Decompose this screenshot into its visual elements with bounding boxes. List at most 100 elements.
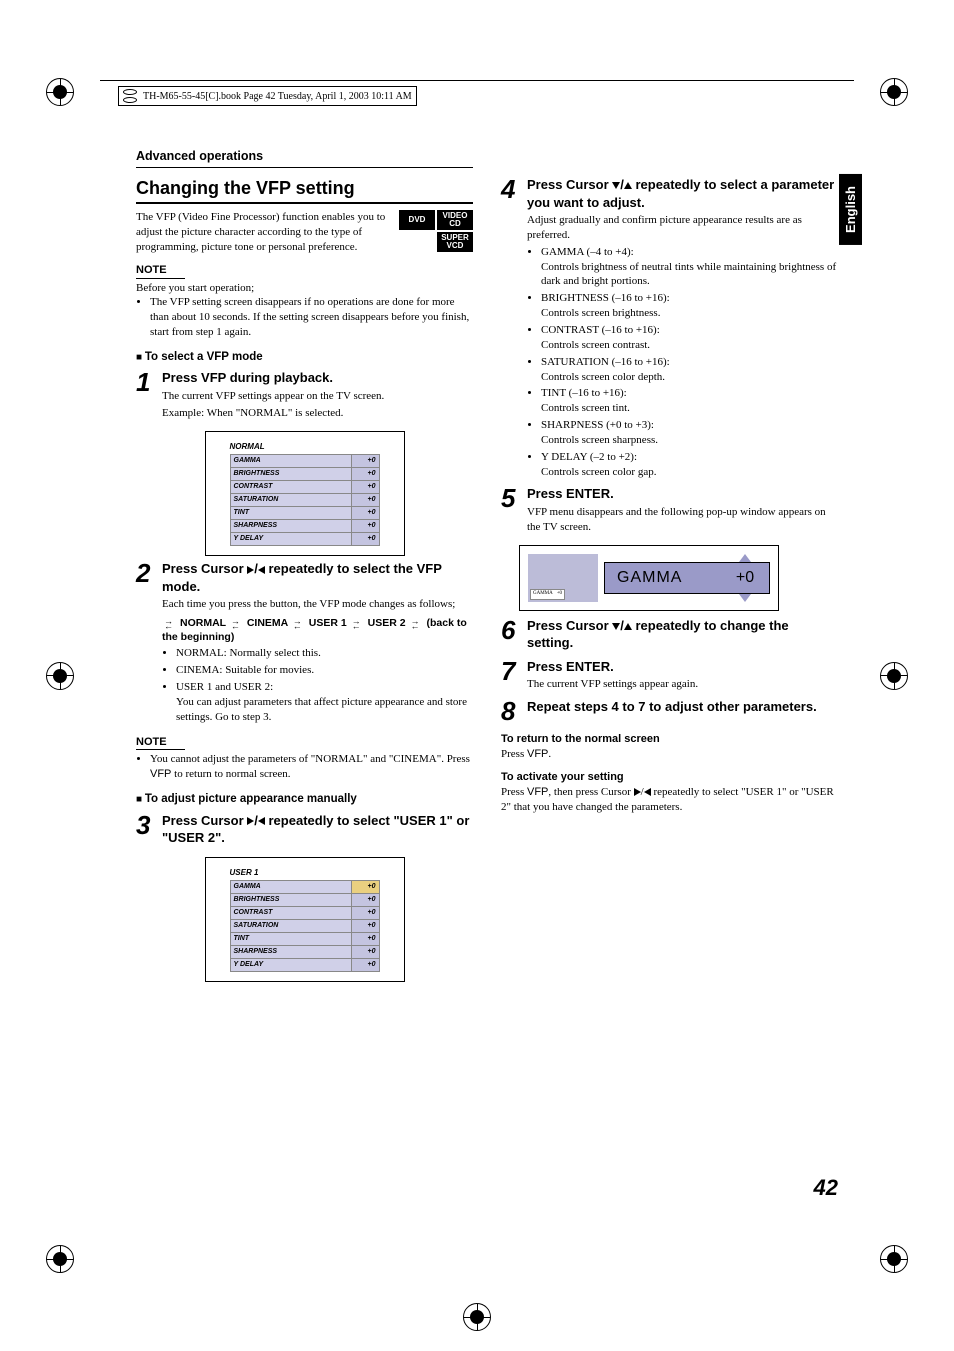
badge-svcd: SUPER VCD bbox=[437, 232, 473, 252]
page-top-rule bbox=[100, 80, 854, 81]
intro-text: The VFP (Video Fine Processor) function … bbox=[136, 210, 391, 255]
vfp-row: SATURATION+0 bbox=[230, 919, 380, 932]
note-before: Before you start operation; bbox=[136, 281, 473, 296]
step3-title: Press Cursor / repeatedly to select "USE… bbox=[162, 812, 473, 847]
step-number: 7 bbox=[501, 658, 521, 684]
down-arrow-icon bbox=[739, 594, 751, 602]
language-tab: English bbox=[839, 174, 862, 245]
gamma-value: +0 bbox=[721, 567, 769, 589]
step4-title: Press Cursor / repeatedly to select a pa… bbox=[527, 176, 838, 211]
vfp-row: BRIGHTNESS+0 bbox=[230, 893, 380, 906]
section-header: Advanced operations bbox=[136, 148, 473, 168]
sub-header-adjust-manual: To adjust picture appearance manually bbox=[136, 792, 473, 808]
step1-title: Press VFP during playback. bbox=[162, 369, 473, 387]
vfp-row: BRIGHTNESS+0 bbox=[230, 467, 380, 480]
step-number: 2 bbox=[136, 560, 156, 586]
step5-title: Press ENTER. bbox=[527, 485, 838, 503]
vfp-row: Y DELAY+0 bbox=[230, 532, 380, 545]
left-column: Advanced operations Changing the VFP set… bbox=[136, 148, 473, 986]
vfp-screen-title: USER 1 bbox=[230, 868, 380, 879]
step5-line1: VFP menu disappears and the following po… bbox=[527, 505, 838, 535]
cursor-left-icon bbox=[644, 788, 651, 796]
parameter-item: Y DELAY (–2 to +2):Controls screen color… bbox=[541, 450, 838, 480]
right-column: 4 Press Cursor / repeatedly to select a … bbox=[501, 148, 838, 986]
badge-dvd: DVD bbox=[399, 210, 435, 230]
vfp-mode-cycle: NORMAL CINEMA USER 1 USER 2 (back to the… bbox=[162, 616, 473, 644]
step-number: 1 bbox=[136, 369, 156, 395]
registration-mark bbox=[46, 1245, 74, 1273]
gamma-label: GAMMA bbox=[605, 567, 721, 589]
vfp-row: CONTRAST+0 bbox=[230, 906, 380, 919]
registration-mark bbox=[880, 78, 908, 106]
up-arrow-icon bbox=[739, 554, 751, 562]
mode-user: USER 1 and USER 2: You can adjust parame… bbox=[176, 680, 473, 725]
vfp-row: GAMMA+0 bbox=[230, 454, 380, 467]
step8-title: Repeat steps 4 to 7 to adjust other para… bbox=[527, 698, 838, 716]
cursor-right-icon bbox=[634, 788, 641, 796]
registration-mark bbox=[46, 78, 74, 106]
parameter-item: SATURATION (–16 to +16):Controls screen … bbox=[541, 355, 838, 385]
vfp-row: CONTRAST+0 bbox=[230, 480, 380, 493]
vfp-row: TINT+0 bbox=[230, 932, 380, 945]
step6-title: Press Cursor / repeatedly to change the … bbox=[527, 617, 838, 652]
book-label-text: TH-M65-55-45[C].book Page 42 Tuesday, Ap… bbox=[143, 91, 412, 102]
cursor-left-icon bbox=[258, 566, 265, 574]
cursor-up-icon bbox=[624, 182, 632, 189]
step-number: 4 bbox=[501, 176, 521, 202]
step7-title: Press ENTER. bbox=[527, 658, 838, 676]
vfp-row: SHARPNESS+0 bbox=[230, 519, 380, 532]
registration-mark bbox=[880, 662, 908, 690]
step-number: 5 bbox=[501, 485, 521, 511]
return-text: Press VFP. bbox=[501, 747, 838, 762]
disc-badges: DVD VIDEO CD SUPER VCD bbox=[399, 210, 473, 252]
gamma-mini-preview: GAMMA+0 bbox=[528, 554, 598, 602]
step-number: 8 bbox=[501, 698, 521, 724]
vfp-row: GAMMA+0 bbox=[230, 880, 380, 893]
badge-videocd: VIDEO CD bbox=[437, 210, 473, 230]
step4-line1: Adjust gradually and confirm picture app… bbox=[527, 213, 838, 243]
parameter-item: CONTRAST (–16 to +16):Controls screen co… bbox=[541, 323, 838, 353]
cursor-down-icon bbox=[612, 623, 620, 630]
cursor-left-icon bbox=[258, 817, 265, 825]
step-number: 6 bbox=[501, 617, 521, 643]
note-header: NOTE bbox=[136, 263, 185, 279]
vfp-row: SATURATION+0 bbox=[230, 493, 380, 506]
vfp-row: SHARPNESS+0 bbox=[230, 945, 380, 958]
cursor-down-icon bbox=[612, 182, 620, 189]
step7-line1: The current VFP settings appear again. bbox=[527, 677, 838, 692]
step1-line1: The current VFP settings appear on the T… bbox=[162, 389, 473, 404]
note-header: NOTE bbox=[136, 735, 185, 751]
gamma-bar: GAMMA +0 bbox=[604, 562, 770, 594]
parameter-item: BRIGHTNESS (–16 to +16):Controls screen … bbox=[541, 291, 838, 321]
parameter-item: SHARPNESS (+0 to +3):Controls screen sha… bbox=[541, 418, 838, 448]
activate-header: To activate your setting bbox=[501, 770, 838, 785]
page-number: 42 bbox=[814, 1175, 838, 1201]
vfp-row: Y DELAY+0 bbox=[230, 958, 380, 971]
note2-bullet: You cannot adjust the parameters of "NOR… bbox=[150, 752, 473, 782]
registration-mark bbox=[880, 1245, 908, 1273]
cursor-right-icon bbox=[247, 566, 254, 574]
note-bullet: The VFP setting screen disappears if no … bbox=[150, 295, 473, 340]
step2-line1: Each time you press the button, the VFP … bbox=[162, 597, 473, 612]
activate-text: Press VFP, then press Cursor / repeatedl… bbox=[501, 785, 838, 815]
cursor-right-icon bbox=[247, 817, 254, 825]
step1-line2: Example: When "NORMAL" is selected. bbox=[162, 406, 473, 421]
vfp-screen-normal: NORMAL GAMMA+0BRIGHTNESS+0CONTRAST+0SATU… bbox=[205, 431, 405, 556]
vfp-screen-user1: USER 1 GAMMA+0BRIGHTNESS+0CONTRAST+0SATU… bbox=[205, 857, 405, 982]
registration-mark bbox=[46, 662, 74, 690]
mode-cinema: CINEMA: Suitable for movies. bbox=[176, 663, 473, 678]
topic-title: Changing the VFP setting bbox=[136, 176, 473, 204]
parameter-item: TINT (–16 to +16):Controls screen tint. bbox=[541, 386, 838, 416]
step2-title: Press Cursor / repeatedly to select the … bbox=[162, 560, 473, 595]
mode-normal: NORMAL: Normally select this. bbox=[176, 646, 473, 661]
vfp-row: TINT+0 bbox=[230, 506, 380, 519]
return-header: To return to the normal screen bbox=[501, 732, 838, 747]
step-number: 3 bbox=[136, 812, 156, 838]
cursor-up-icon bbox=[624, 623, 632, 630]
book-label: TH-M65-55-45[C].book Page 42 Tuesday, Ap… bbox=[118, 86, 417, 106]
parameter-item: GAMMA (–4 to +4):Controls brightness of … bbox=[541, 245, 838, 290]
vfp-screen-title: NORMAL bbox=[230, 442, 380, 453]
sub-header-select-mode: To select a VFP mode bbox=[136, 350, 473, 366]
gamma-popup: GAMMA+0 GAMMA +0 bbox=[519, 545, 779, 611]
registration-mark bbox=[463, 1303, 491, 1331]
